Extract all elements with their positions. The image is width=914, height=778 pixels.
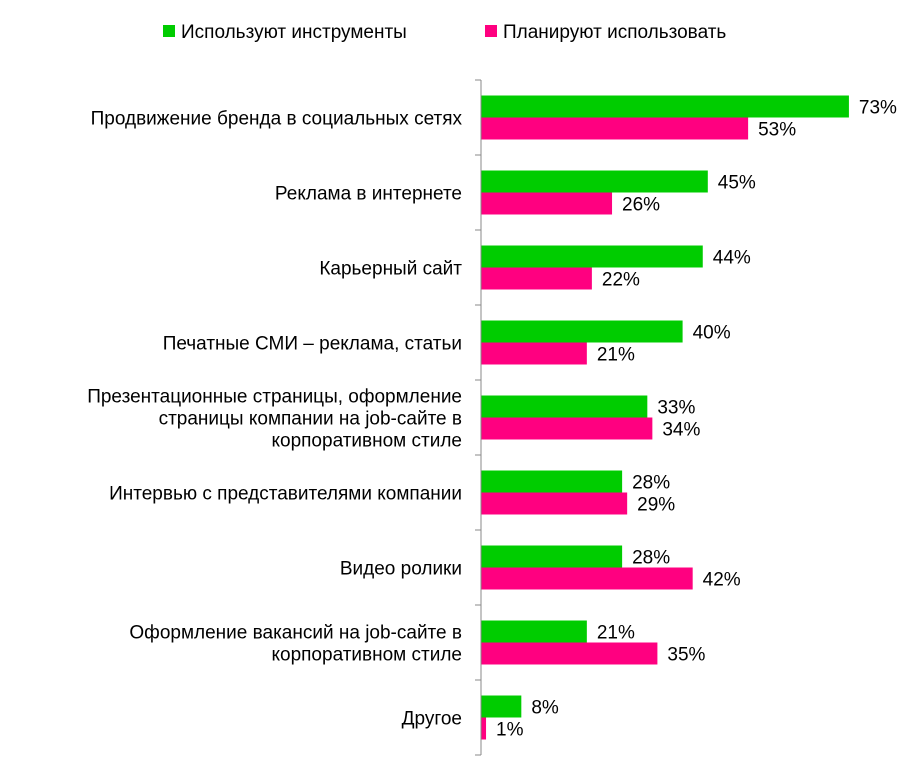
value-label-used: 28%	[632, 473, 670, 494]
bar-used	[481, 695, 522, 718]
bar-used	[481, 245, 703, 268]
value-label-planned: 34%	[662, 420, 700, 441]
bar-used	[481, 545, 623, 568]
bars-layer	[481, 95, 849, 740]
bar-planned	[481, 642, 658, 665]
bar-planned	[481, 192, 613, 215]
bar-planned	[481, 417, 653, 440]
value-label-planned: 53%	[758, 120, 796, 141]
value-label-planned: 22%	[602, 270, 640, 291]
value-label-used: 73%	[859, 98, 897, 119]
legend: Используют инструменты Планируют использ…	[163, 22, 726, 43]
bar-planned	[481, 717, 487, 740]
value-label-planned: 26%	[622, 195, 660, 216]
bar-used	[481, 170, 708, 193]
legend-label-planned: Планируют использовать	[503, 22, 726, 43]
bar-planned	[481, 117, 749, 140]
category-label: Интервью с представителями компании	[109, 484, 462, 505]
legend-swatch-used	[163, 25, 175, 37]
category-labels: Продвижение бренда в социальных сетях Рек…	[87, 109, 462, 730]
value-label-used: 21%	[597, 623, 635, 644]
value-label-used: 40%	[693, 323, 731, 344]
category-label: Продвижение бренда в социальных сетях	[91, 109, 463, 130]
bar-planned	[481, 267, 592, 290]
bar-used	[481, 395, 648, 418]
value-label-used: 45%	[718, 173, 756, 194]
value-label-planned: 35%	[667, 645, 705, 666]
value-label-used: 44%	[713, 248, 751, 269]
value-labels: 73%53%45%26%44%22%40%21%33%34%28%29%28%4…	[496, 98, 897, 741]
value-label-used: 33%	[657, 398, 695, 419]
value-label-planned: 1%	[496, 720, 524, 741]
category-label: Оформление вакансий на job-сайте в корпор…	[129, 623, 462, 666]
bar-used	[481, 470, 623, 493]
category-label: Печатные СМИ – реклама, статьи	[163, 334, 462, 355]
value-label-used: 28%	[632, 548, 670, 569]
value-label-used: 8%	[531, 698, 559, 719]
category-label: Презентационные страницы, оформление стра…	[87, 387, 462, 452]
bar-used	[481, 620, 587, 643]
category-label: Реклама в интернете	[275, 184, 462, 205]
category-label: Видео ролики	[340, 559, 462, 580]
bar-used	[481, 95, 849, 118]
legend-swatch-planned	[485, 25, 497, 37]
bar-planned	[481, 342, 587, 365]
bar-used	[481, 320, 683, 343]
legend-label-used: Используют инструменты	[181, 22, 407, 43]
value-label-planned: 21%	[597, 345, 635, 366]
bar-planned	[481, 492, 628, 515]
bar-planned	[481, 567, 693, 590]
value-label-planned: 29%	[637, 495, 675, 516]
category-label: Другое	[402, 709, 462, 730]
category-axis	[475, 79, 482, 756]
category-label: Карьерный сайт	[319, 259, 462, 280]
value-label-planned: 42%	[703, 570, 741, 591]
